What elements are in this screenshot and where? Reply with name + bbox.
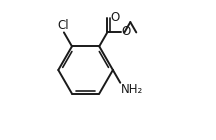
Text: O: O [122, 25, 131, 38]
Text: NH₂: NH₂ [121, 83, 143, 96]
Text: Cl: Cl [57, 19, 69, 32]
Text: O: O [111, 11, 120, 24]
